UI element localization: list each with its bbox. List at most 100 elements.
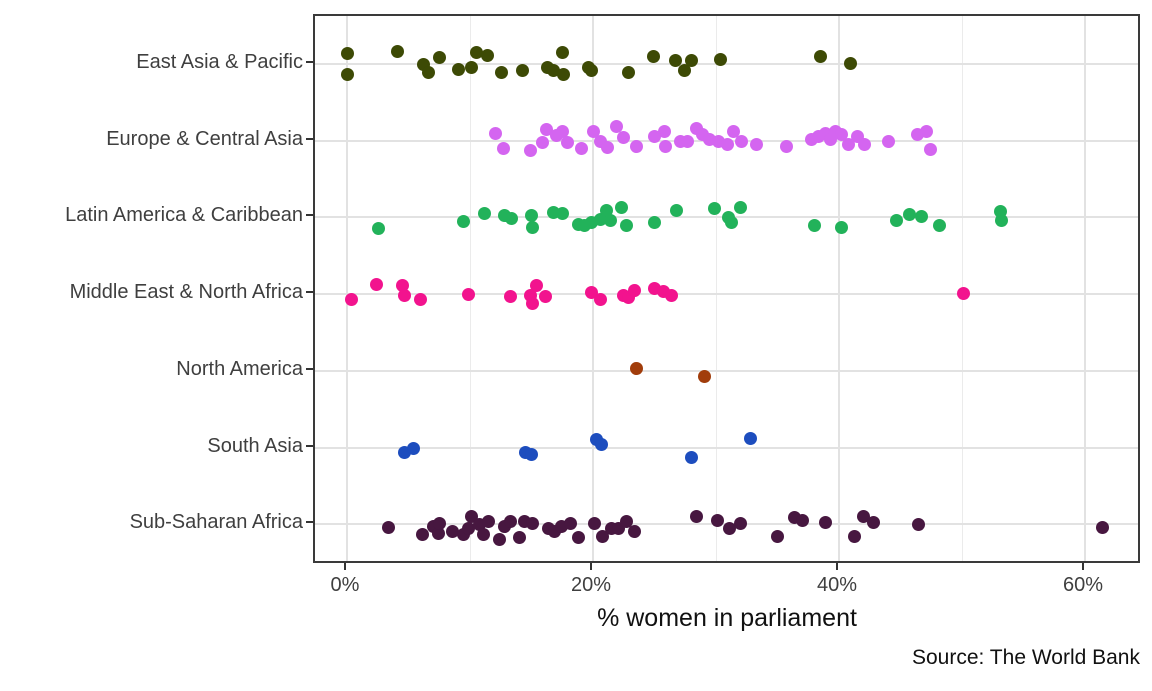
data-point [914, 209, 928, 223]
data-point [834, 220, 848, 234]
data-point [834, 128, 848, 142]
data-point [504, 514, 518, 528]
data-point [481, 514, 495, 528]
data-point [848, 529, 862, 543]
data-point [406, 442, 420, 455]
data-point [556, 67, 570, 81]
data-point [881, 135, 895, 149]
data-point [750, 138, 764, 152]
data-point [629, 140, 643, 154]
x-axis-tick [344, 563, 346, 570]
data-point [814, 49, 828, 63]
data-point [415, 527, 429, 541]
x-major-gridline [1084, 16, 1086, 561]
data-point [708, 201, 722, 215]
data-point [714, 52, 728, 66]
data-point [858, 138, 872, 152]
y-axis-tick [306, 214, 313, 217]
y-axis-label: Europe & Central Asia [106, 127, 303, 150]
data-point [372, 221, 386, 235]
y-axis-label: Latin America & Caribbean [65, 204, 303, 227]
x-tick-label: 60% [1062, 574, 1104, 596]
data-point [684, 451, 698, 464]
data-point [525, 208, 538, 222]
x-axis-tick [1082, 563, 1084, 570]
data-point [795, 513, 809, 527]
data-point [912, 517, 926, 531]
data-point [723, 521, 737, 535]
data-point [555, 45, 569, 59]
data-point [629, 362, 643, 376]
data-point [595, 438, 609, 451]
data-point [734, 516, 748, 530]
data-point [523, 144, 537, 158]
data-point [619, 514, 633, 528]
data-point [956, 286, 970, 300]
data-point [555, 206, 569, 220]
data-point [807, 218, 821, 232]
data-point [555, 125, 569, 139]
data-point [866, 515, 880, 529]
data-point [414, 292, 428, 306]
data-point [432, 50, 446, 64]
data-point [575, 142, 589, 156]
data-point [933, 218, 947, 232]
data-point [571, 530, 585, 544]
y-axis-label: Middle East & North Africa [69, 281, 303, 304]
data-point [587, 516, 601, 530]
data-point [469, 45, 483, 59]
data-point [1095, 520, 1109, 534]
data-point [779, 140, 793, 154]
data-point [677, 63, 691, 77]
x-axis-title: % women in parliament [597, 604, 857, 632]
data-point [477, 527, 491, 541]
x-major-gridline [346, 16, 348, 561]
data-point [628, 283, 642, 297]
data-point [452, 62, 466, 76]
data-point [480, 48, 494, 62]
data-point [489, 127, 503, 141]
data-point [614, 200, 628, 214]
x-axis-tick [836, 563, 838, 570]
y-axis-tick [306, 367, 313, 370]
data-point [457, 214, 471, 228]
data-point [526, 220, 540, 234]
data-point [536, 136, 550, 150]
data-point [496, 142, 510, 156]
y-major-gridline [315, 63, 1138, 65]
data-point [843, 56, 857, 70]
data-point [538, 289, 552, 303]
data-point [478, 206, 492, 220]
data-point [493, 532, 507, 546]
data-point [725, 215, 739, 229]
data-point [734, 200, 748, 214]
data-point [525, 448, 538, 461]
data-point [526, 516, 540, 530]
data-point [516, 63, 530, 77]
data-point [648, 215, 661, 229]
x-major-gridline [838, 16, 840, 561]
data-point [720, 138, 734, 152]
data-point [617, 131, 631, 145]
y-axis-tick [306, 291, 313, 294]
data-point [890, 213, 904, 227]
data-point [603, 213, 617, 227]
data-point [698, 370, 712, 384]
data-point [340, 67, 354, 81]
data-point [398, 288, 412, 302]
data-point [771, 529, 784, 543]
data-point [421, 65, 435, 79]
data-point [370, 277, 384, 291]
data-point [495, 65, 509, 79]
x-minor-gridline [715, 16, 717, 561]
data-point [659, 140, 673, 154]
data-point [462, 521, 476, 535]
data-point [600, 203, 614, 217]
y-axis-label: East Asia & Pacific [136, 51, 303, 73]
data-point [670, 203, 684, 217]
data-point [857, 509, 871, 523]
data-point [586, 125, 600, 139]
data-point [462, 287, 476, 301]
data-point [560, 136, 574, 150]
